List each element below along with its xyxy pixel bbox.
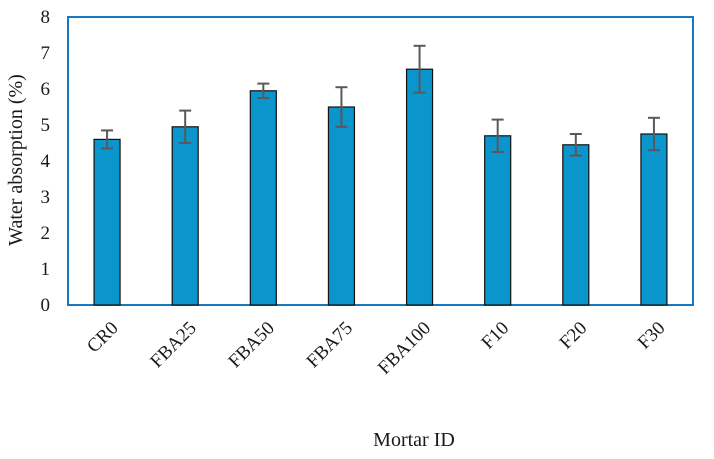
error-bar-fba25 xyxy=(179,109,192,144)
y-tick-label: 4 xyxy=(41,151,51,172)
error-bar-fba75 xyxy=(335,86,348,128)
error-bar-f30 xyxy=(647,116,660,152)
x-tick-label-fba100: FBA100 xyxy=(374,318,435,379)
bar-fba75 xyxy=(327,106,356,306)
x-tick-label-f20: F20 xyxy=(556,318,592,354)
x-axis-title: Mortar ID xyxy=(373,429,455,451)
y-axis-title: Water absorption (%) xyxy=(5,74,27,246)
y-tick-label: 1 xyxy=(41,259,51,280)
y-tick-label: 3 xyxy=(41,187,51,208)
y-tick-label: 6 xyxy=(41,79,51,100)
y-tick-label: 0 xyxy=(41,295,51,316)
x-tick-label-f10: F10 xyxy=(477,318,513,354)
x-tick-label-cr0: CR0 xyxy=(83,318,122,357)
error-bar-f20 xyxy=(569,133,582,157)
bar-fba100 xyxy=(405,68,434,306)
y-tick-label: 8 xyxy=(41,7,51,28)
bar-fba25 xyxy=(171,126,199,306)
bar-f10 xyxy=(484,135,512,306)
error-bar-fba50 xyxy=(257,82,270,99)
y-tick-label: 2 xyxy=(41,223,51,244)
error-bar-fba100 xyxy=(413,44,426,94)
x-tick-label-f30: F30 xyxy=(634,318,670,354)
y-tick-label: 7 xyxy=(41,43,51,64)
error-bar-f10 xyxy=(491,118,504,153)
error-bar-cr0 xyxy=(101,129,114,150)
bar-f30 xyxy=(640,133,668,306)
bar-cr0 xyxy=(93,138,121,306)
x-tick-label-fba25: FBA25 xyxy=(146,318,200,372)
plot-area-frame xyxy=(67,16,694,306)
x-tick-label-fba50: FBA50 xyxy=(224,318,278,372)
x-tick-label-fba75: FBA75 xyxy=(303,318,357,372)
bar-fba50 xyxy=(249,90,277,306)
bar-f20 xyxy=(562,144,590,306)
y-tick-label: 5 xyxy=(41,115,51,136)
